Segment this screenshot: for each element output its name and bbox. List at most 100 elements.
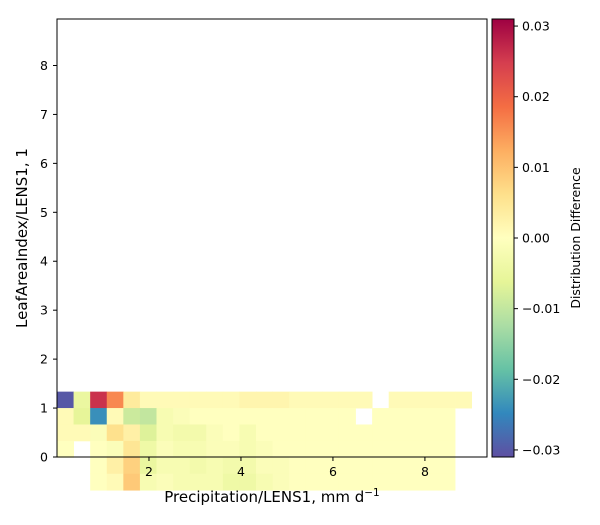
colorbar-tick-label: 0.02 (522, 89, 550, 104)
heatmap-cell (256, 440, 273, 458)
heatmap-cell (289, 391, 307, 409)
colorbar-tick-label: −0.03 (522, 442, 560, 457)
y-tick-label: 1 (40, 401, 48, 416)
heatmap-cell (189, 457, 207, 475)
heatmap-cell (338, 440, 356, 458)
heatmap-cell (438, 408, 456, 425)
x-tick-label: 4 (237, 464, 245, 479)
heatmap-cell (123, 457, 141, 475)
heatmap-cell (189, 473, 207, 491)
heatmap-cell (355, 391, 373, 409)
heatmap-cell (322, 457, 340, 475)
heatmap-cell (388, 424, 406, 442)
heatmap-cell (372, 473, 390, 491)
heatmap-cell (322, 424, 340, 442)
heatmap-cell (173, 408, 191, 425)
heatmap-cell (405, 408, 423, 425)
heatmap-cell (189, 408, 207, 425)
heatmap-cell (206, 408, 224, 425)
heatmap-cell (322, 391, 340, 409)
heatmap-cell (405, 440, 423, 458)
heatmap-cell (222, 424, 240, 442)
heatmap-cell (322, 473, 340, 491)
heatmap-cell (289, 408, 307, 425)
heatmap-cell (305, 424, 323, 442)
heatmap-cell (388, 440, 406, 458)
heatmap-cell (189, 424, 207, 442)
heatmap-cell (222, 408, 240, 425)
heatmap-cell (272, 408, 290, 425)
heatmap-cell (256, 408, 273, 425)
heatmap-cell (206, 424, 224, 442)
heatmap-cell (106, 408, 124, 425)
heatmap-cell (338, 408, 356, 425)
x-axis: 2 4 6 8 (145, 457, 429, 479)
heatmap-cell (372, 424, 390, 442)
heatmap-cell (173, 457, 191, 475)
heatmap-cell (222, 457, 240, 475)
heatmap-cell (305, 440, 323, 458)
x-axis-title-text: Precipitation/LENS1, mm d (164, 488, 364, 506)
heatmap-cell (156, 391, 174, 409)
heatmap-cell (272, 440, 290, 458)
heatmap-cell (272, 424, 290, 442)
heatmap-cell (272, 457, 290, 475)
heatmap-cell (355, 457, 373, 475)
heatmap-cell (123, 391, 141, 409)
heatmap-cell (139, 408, 157, 425)
y-axis-title: LeafAreaIndex/LENS1, 1 (13, 148, 31, 328)
heatmap-cell (239, 408, 257, 425)
heatmap-cell (421, 424, 439, 442)
heatmap-cell (57, 408, 74, 425)
heatmap-cell (338, 424, 356, 442)
heatmap-cell (139, 424, 157, 442)
heatmap-cell (405, 391, 423, 409)
heatmap-cell (73, 408, 91, 425)
heatmap-cell (421, 440, 439, 458)
heatmap-cell (305, 391, 323, 409)
heatmap-cell (455, 391, 473, 409)
y-tick-label: 5 (40, 205, 48, 220)
heatmap-cell (73, 424, 91, 442)
heatmap-cell (355, 424, 373, 442)
heatmap-cell (372, 457, 390, 475)
x-tick-label: 2 (145, 464, 153, 479)
heatmap-cell (305, 457, 323, 475)
heatmap-cell (355, 440, 373, 458)
heatmap-cell (156, 457, 174, 475)
heatmap-cell (222, 440, 240, 458)
heatmap-cell (438, 457, 456, 475)
heatmap-cell (256, 473, 273, 491)
heatmap-cell (239, 391, 257, 409)
colorbar-title: Distribution Difference (568, 167, 583, 309)
heatmap-cell (438, 440, 456, 458)
heatmap-cell (305, 473, 323, 491)
heatmap-cell (139, 457, 157, 475)
heatmap-cell (90, 408, 108, 425)
heatmap-cell (256, 424, 273, 442)
colorbar-ticks: −0.03 −0.02 −0.01 0.00 0.01 0.02 0.03 (514, 19, 560, 457)
heatmap-cell (90, 457, 108, 475)
heatmap-cell (421, 473, 439, 491)
heatmap-cell (57, 424, 74, 442)
heatmap-cell (405, 473, 423, 491)
heatmap-cell (90, 424, 108, 442)
heatmap-cell (289, 473, 307, 491)
heatmap-cell (372, 440, 390, 458)
heatmap-cell (289, 440, 307, 458)
heatmap-cell (372, 408, 390, 425)
colorbar-tick-label: 0.01 (522, 160, 550, 175)
colorbar-tick-label: 0.00 (522, 231, 550, 246)
heatmap-cell (57, 391, 74, 409)
y-tick-label: 3 (40, 303, 48, 318)
heatmap-cell (156, 424, 174, 442)
y-tick-label: 0 (40, 450, 48, 465)
heatmap-cell (438, 391, 456, 409)
heatmap-cell (388, 391, 406, 409)
heatmap-cell (239, 440, 257, 458)
heatmap-cell (421, 391, 439, 409)
heatmap-cell (289, 424, 307, 442)
heatmap-cell (156, 440, 174, 458)
heatmap-cell (189, 440, 207, 458)
heatmap-cell (322, 408, 340, 425)
